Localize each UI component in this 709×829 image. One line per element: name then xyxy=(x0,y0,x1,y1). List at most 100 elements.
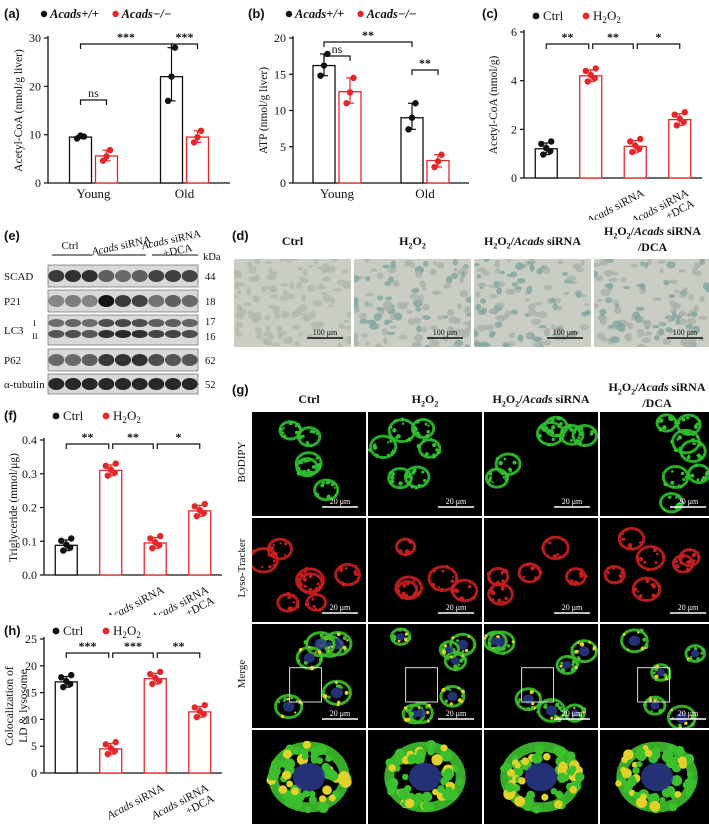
droplet xyxy=(389,471,392,474)
droplet xyxy=(346,639,348,641)
droplet xyxy=(640,544,643,547)
droplet xyxy=(328,647,330,649)
droplet xyxy=(556,417,559,420)
droplet xyxy=(645,750,652,757)
sig-label: *** xyxy=(79,639,97,653)
scale-bar-label: 20 μm xyxy=(678,603,699,612)
sig-bracket xyxy=(113,653,154,658)
droplet xyxy=(413,579,416,582)
droplet xyxy=(498,461,503,466)
g-col-header-1: H2O2 xyxy=(364,392,486,408)
cell xyxy=(576,291,582,298)
droplet xyxy=(513,461,517,465)
droplet xyxy=(456,589,460,593)
cell xyxy=(669,294,676,298)
droplet xyxy=(640,793,647,800)
droplet xyxy=(407,637,411,641)
droplet xyxy=(571,579,573,581)
cell xyxy=(274,312,281,319)
droplet xyxy=(312,605,315,608)
cell xyxy=(595,275,603,281)
blot-kda-value: 44 xyxy=(205,272,216,283)
nucleus xyxy=(409,763,441,792)
droplet xyxy=(293,747,301,755)
droplet xyxy=(442,650,445,653)
cell xyxy=(598,316,608,321)
droplet xyxy=(295,425,298,428)
cell xyxy=(654,335,660,340)
scale-bar-label: 20 μm xyxy=(446,709,467,718)
droplet xyxy=(345,691,349,695)
cell xyxy=(453,259,458,265)
d-image-1: 100 μm xyxy=(354,259,471,352)
droplet xyxy=(637,631,640,634)
droplet xyxy=(576,662,580,666)
g-row-label-2: Merge xyxy=(236,624,248,724)
droplet xyxy=(405,632,408,635)
data-point xyxy=(347,89,353,95)
droplet xyxy=(343,646,347,650)
droplet xyxy=(461,694,464,697)
droplet xyxy=(425,423,428,426)
x-group-label: Old xyxy=(415,186,435,201)
droplet xyxy=(656,679,658,681)
droplet xyxy=(611,565,614,568)
droplet xyxy=(645,644,649,648)
droplet xyxy=(492,481,494,483)
droplet xyxy=(502,570,505,573)
blot-row-label: LC3 xyxy=(4,325,24,337)
cell xyxy=(524,334,532,338)
droplet xyxy=(406,581,410,585)
data-point xyxy=(172,44,178,50)
droplet xyxy=(314,608,317,611)
scale-bar-label: 20 μm xyxy=(562,497,583,506)
droplet xyxy=(639,541,642,544)
blot-band xyxy=(65,295,81,307)
cell xyxy=(280,296,288,301)
droplet xyxy=(680,451,682,453)
legend-label-0: Acads+/+ xyxy=(49,7,99,21)
legend-label-0: Ctrl xyxy=(63,408,84,423)
droplet xyxy=(311,757,318,764)
droplet xyxy=(318,802,329,813)
sig-label: ** xyxy=(82,430,94,444)
droplet xyxy=(318,468,321,471)
y-tick-label: 0 xyxy=(511,171,517,185)
droplet xyxy=(318,608,322,612)
droplet xyxy=(298,580,300,582)
droplet xyxy=(544,703,547,706)
g-row-label-0: BODIPY xyxy=(236,412,248,512)
droplet xyxy=(343,636,347,640)
g-zoom-image-2 xyxy=(484,730,598,829)
droplet xyxy=(571,434,574,437)
droplet xyxy=(641,647,644,650)
droplet xyxy=(636,557,640,561)
nucleus xyxy=(546,705,558,715)
droplet xyxy=(558,556,561,559)
cell xyxy=(538,325,546,328)
cell xyxy=(387,268,397,273)
bar-Acads−/−-Old xyxy=(187,137,209,183)
droplet xyxy=(687,456,691,460)
droplet xyxy=(561,668,565,672)
droplet xyxy=(623,633,626,636)
droplet xyxy=(300,428,302,430)
droplet xyxy=(663,482,667,486)
droplet xyxy=(398,540,401,543)
cell xyxy=(652,297,661,301)
cell xyxy=(246,287,251,295)
cell xyxy=(683,287,688,291)
droplet xyxy=(574,580,579,585)
legend-label-0: Acads+/+ xyxy=(294,7,344,21)
droplet xyxy=(317,650,321,654)
droplet xyxy=(299,460,303,464)
droplet xyxy=(390,475,394,479)
data-point xyxy=(105,751,111,757)
droplet xyxy=(275,552,278,555)
x-group-label: Old xyxy=(175,186,195,201)
cell xyxy=(612,321,622,328)
blot-row-label: P62 xyxy=(4,355,21,367)
data-point xyxy=(152,539,158,545)
droplet xyxy=(655,697,657,699)
